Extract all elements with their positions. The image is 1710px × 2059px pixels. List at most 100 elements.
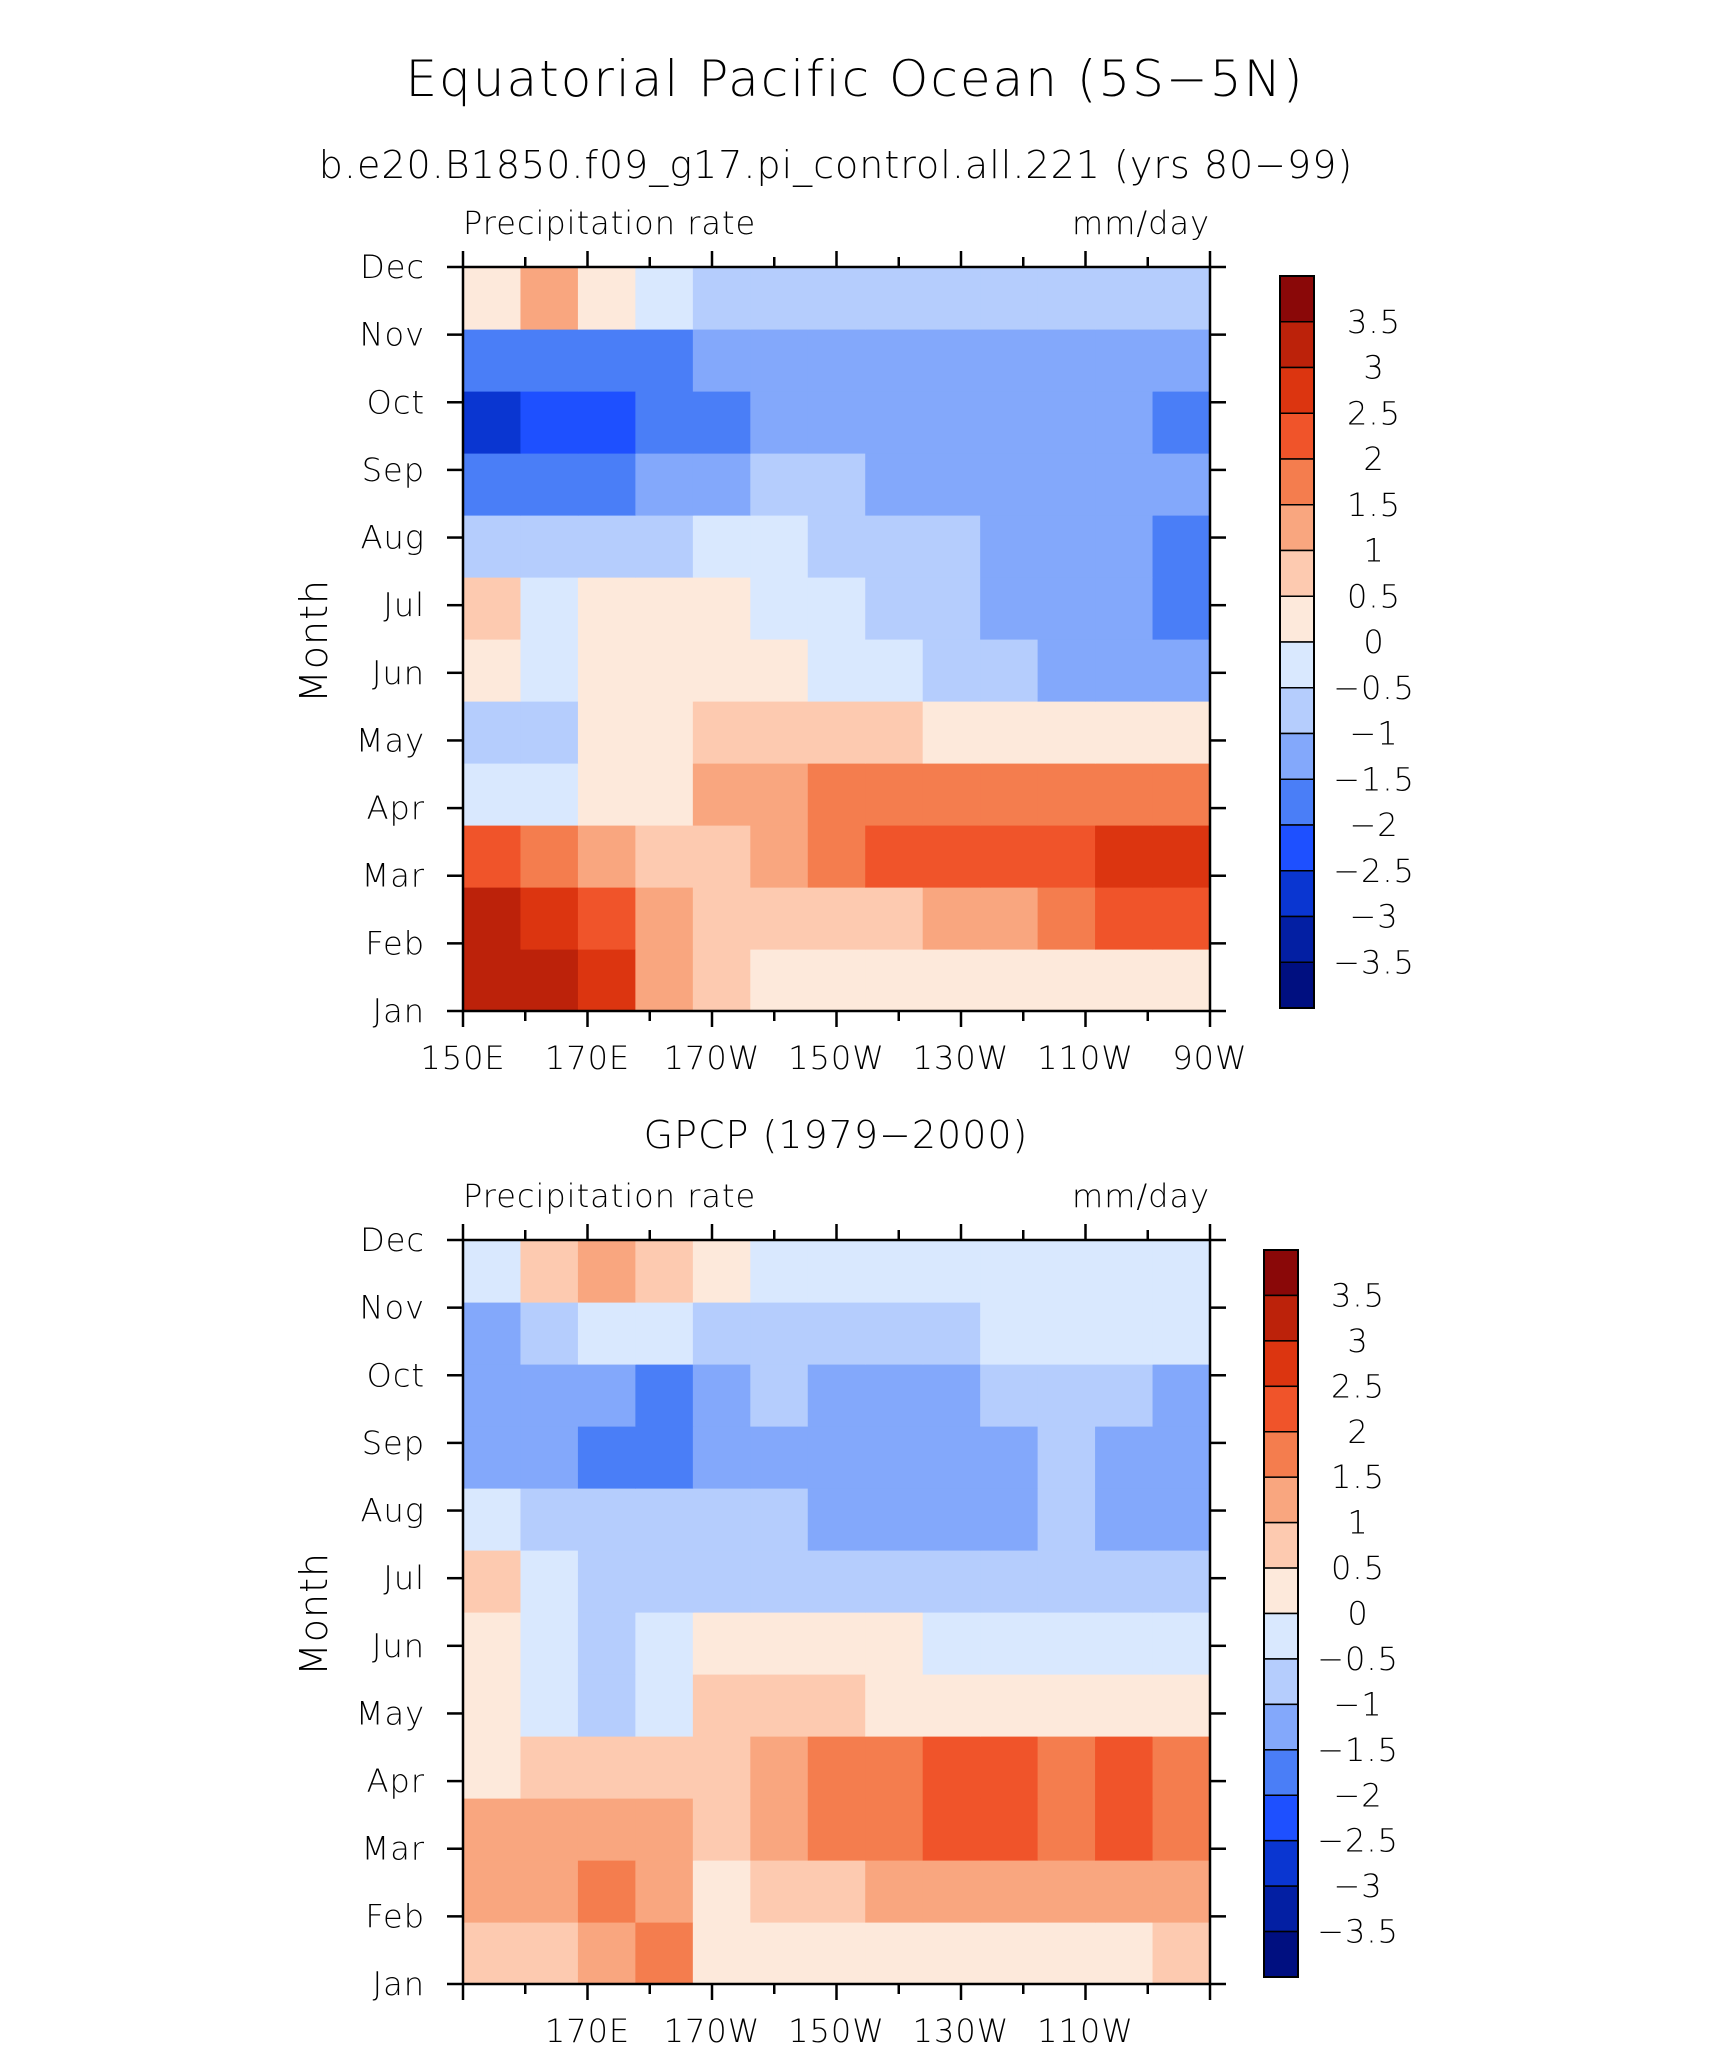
heatmap-cell <box>463 1612 522 1675</box>
x-tick-label: 90W <box>1172 1039 1247 1077</box>
heatmap-cell <box>1095 1922 1154 1985</box>
heatmap-cell <box>1037 267 1096 330</box>
heatmap-cell <box>1037 763 1096 826</box>
colorbar-box <box>1279 366 1315 414</box>
heatmap-cell <box>577 1736 636 1799</box>
panel-model-left-label: Precipitation rate <box>463 204 756 242</box>
heatmap-cell <box>520 1240 579 1303</box>
heatmap-cell <box>865 1736 924 1799</box>
colorbar-box <box>1263 1930 1299 1978</box>
y-tick-label: Feb <box>365 924 425 962</box>
heatmap-cell <box>1152 391 1211 454</box>
heatmap-cell <box>980 1922 1039 1985</box>
heatmap-cell <box>692 267 751 330</box>
heatmap-cell <box>807 1488 866 1551</box>
y-tick-label: Jun <box>372 1627 425 1665</box>
heatmap-cell <box>807 453 866 516</box>
heatmap-cell <box>463 329 522 392</box>
heatmap-cell <box>463 1860 522 1923</box>
heatmap-cell <box>1095 1488 1154 1551</box>
colorbar-box <box>1279 412 1315 460</box>
heatmap-cell <box>1152 825 1211 888</box>
heatmap-cell <box>865 1674 924 1737</box>
heatmap-cell <box>980 1364 1039 1427</box>
x-tick-label: 150E <box>420 1039 505 1077</box>
colorbar-label: −2.5 <box>1333 852 1415 890</box>
heatmap-cell <box>1037 949 1096 1012</box>
colorbar-label: −2 <box>1349 806 1398 844</box>
colorbar-label: 2 <box>1347 1413 1368 1451</box>
heatmap-cell <box>635 1364 694 1427</box>
y-tick-label: Sep <box>362 451 425 489</box>
colorbar-box <box>1263 1476 1299 1524</box>
heatmap-cell <box>520 825 579 888</box>
heatmap-cell <box>635 949 694 1012</box>
heatmap-cell <box>635 391 694 454</box>
colorbar-label: 2.5 <box>1347 394 1401 432</box>
heatmap-cell <box>865 701 924 764</box>
heatmap-cell <box>807 1736 866 1799</box>
heatmap-cell <box>1152 1860 1211 1923</box>
panel-gpcp-colorbar: 3.5 3 2.5 2 1.5 1 0.5 0 −0.5 −1 −1.5 −2 −2.5 −3 −3.5 <box>1263 1249 1399 1978</box>
heatmap-cell <box>865 1860 924 1923</box>
heatmap-cell <box>463 1922 522 1985</box>
colorbar-label: −0.5 <box>1333 669 1415 707</box>
heatmap-cell <box>692 329 751 392</box>
heatmap-cell <box>807 825 866 888</box>
heatmap-cell <box>577 1674 636 1737</box>
heatmap-cell <box>1152 1736 1211 1799</box>
heatmap-cell <box>807 639 866 702</box>
heatmap-cell <box>1037 1798 1096 1861</box>
heatmap-cell <box>635 1922 694 1985</box>
heatmap-cell <box>577 453 636 516</box>
heatmap-cell <box>865 639 924 702</box>
heatmap-cell <box>1037 1302 1096 1365</box>
heatmap-cell <box>520 1550 579 1613</box>
heatmap-cell <box>980 267 1039 330</box>
colorbar-label: −0.5 <box>1317 1640 1399 1678</box>
heatmap-cell <box>980 763 1039 826</box>
heatmap-cell <box>807 1364 866 1427</box>
heatmap-cell <box>750 1798 809 1861</box>
heatmap-cell <box>635 1488 694 1551</box>
heatmap-cell <box>922 825 981 888</box>
y-tick-label: May <box>356 721 425 759</box>
heatmap-cell <box>1037 329 1096 392</box>
heatmap-cell <box>1095 1550 1154 1613</box>
heatmap-cell <box>520 1798 579 1861</box>
heatmap-cell <box>807 391 866 454</box>
heatmap-cell <box>865 1426 924 1489</box>
heatmap-cell <box>980 1488 1039 1551</box>
heatmap-cell <box>577 949 636 1012</box>
heatmap-cell <box>1095 1860 1154 1923</box>
heatmap-cell <box>1152 701 1211 764</box>
heatmap-cell <box>635 329 694 392</box>
heatmap-cell <box>520 639 579 702</box>
heatmap-cell <box>520 1674 579 1737</box>
panel-model-colorbar: 3.5 3 2.5 2 1.5 1 0.5 0 −0.5 −1 −1.5 −2 −2.5 −3 −3.5 <box>1279 275 1415 1009</box>
heatmap-cell <box>520 1488 579 1551</box>
heatmap-cell <box>1095 1736 1154 1799</box>
heatmap-cell <box>1095 267 1154 330</box>
x-tick-label: 110W <box>1037 2012 1134 2050</box>
heatmap-cell <box>577 515 636 578</box>
panel-gpcp-title: GPCP (1979−2000) <box>644 1113 1029 1157</box>
heatmap-cell <box>463 1240 522 1303</box>
heatmap-cell <box>807 1240 866 1303</box>
heatmap-cell <box>463 1736 522 1799</box>
heatmap-cell <box>807 1426 866 1489</box>
heatmap-cell <box>635 1550 694 1613</box>
heatmap-cell <box>1037 1674 1096 1737</box>
heatmap-cell <box>1152 887 1211 950</box>
heatmap-cell <box>922 577 981 640</box>
heatmap-cell <box>1152 763 1211 826</box>
heatmap-cell <box>865 1922 924 1985</box>
y-tick-label: Mar <box>362 857 425 895</box>
colorbar-label: −1.5 <box>1333 760 1415 798</box>
heatmap-cell <box>692 577 751 640</box>
heatmap-cell <box>1095 949 1154 1012</box>
heatmap-cell <box>750 1488 809 1551</box>
heatmap-cell <box>463 1488 522 1551</box>
heatmap-cell <box>1152 1922 1211 1985</box>
heatmap-cell <box>750 1364 809 1427</box>
